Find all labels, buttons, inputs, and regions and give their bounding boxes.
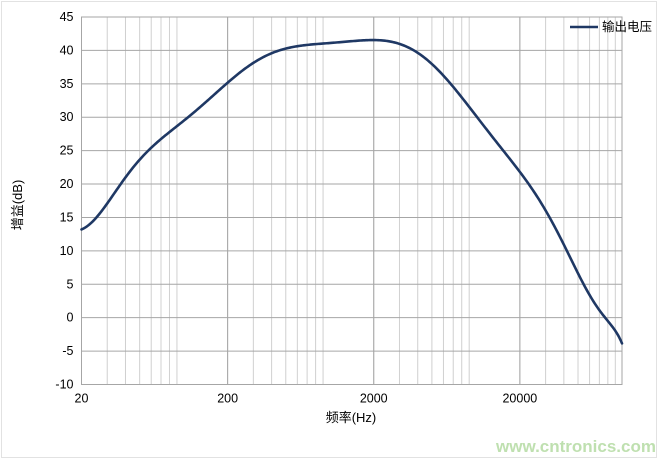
svg-text:输出电压: 输出电压 <box>602 19 652 34</box>
svg-text:45: 45 <box>60 10 74 24</box>
svg-text:-5: -5 <box>62 344 73 358</box>
svg-text:35: 35 <box>60 77 74 91</box>
svg-text:30: 30 <box>60 110 74 124</box>
svg-text:20: 20 <box>75 392 89 406</box>
svg-text:20: 20 <box>60 177 74 191</box>
svg-text:www.cntronics.com: www.cntronics.com <box>495 437 656 456</box>
svg-text:增益(dB): 增益(dB) <box>10 180 25 231</box>
svg-text:-10: -10 <box>55 378 73 392</box>
svg-text:0: 0 <box>67 311 74 325</box>
svg-text:5: 5 <box>67 277 74 291</box>
svg-text:15: 15 <box>60 210 74 224</box>
svg-text:25: 25 <box>60 144 74 158</box>
svg-text:40: 40 <box>60 43 74 57</box>
svg-text:2000: 2000 <box>360 392 388 406</box>
svg-text:10: 10 <box>60 244 74 258</box>
svg-text:20000: 20000 <box>502 392 537 406</box>
svg-text:频率(Hz): 频率(Hz) <box>326 410 377 425</box>
svg-text:200: 200 <box>217 392 238 406</box>
